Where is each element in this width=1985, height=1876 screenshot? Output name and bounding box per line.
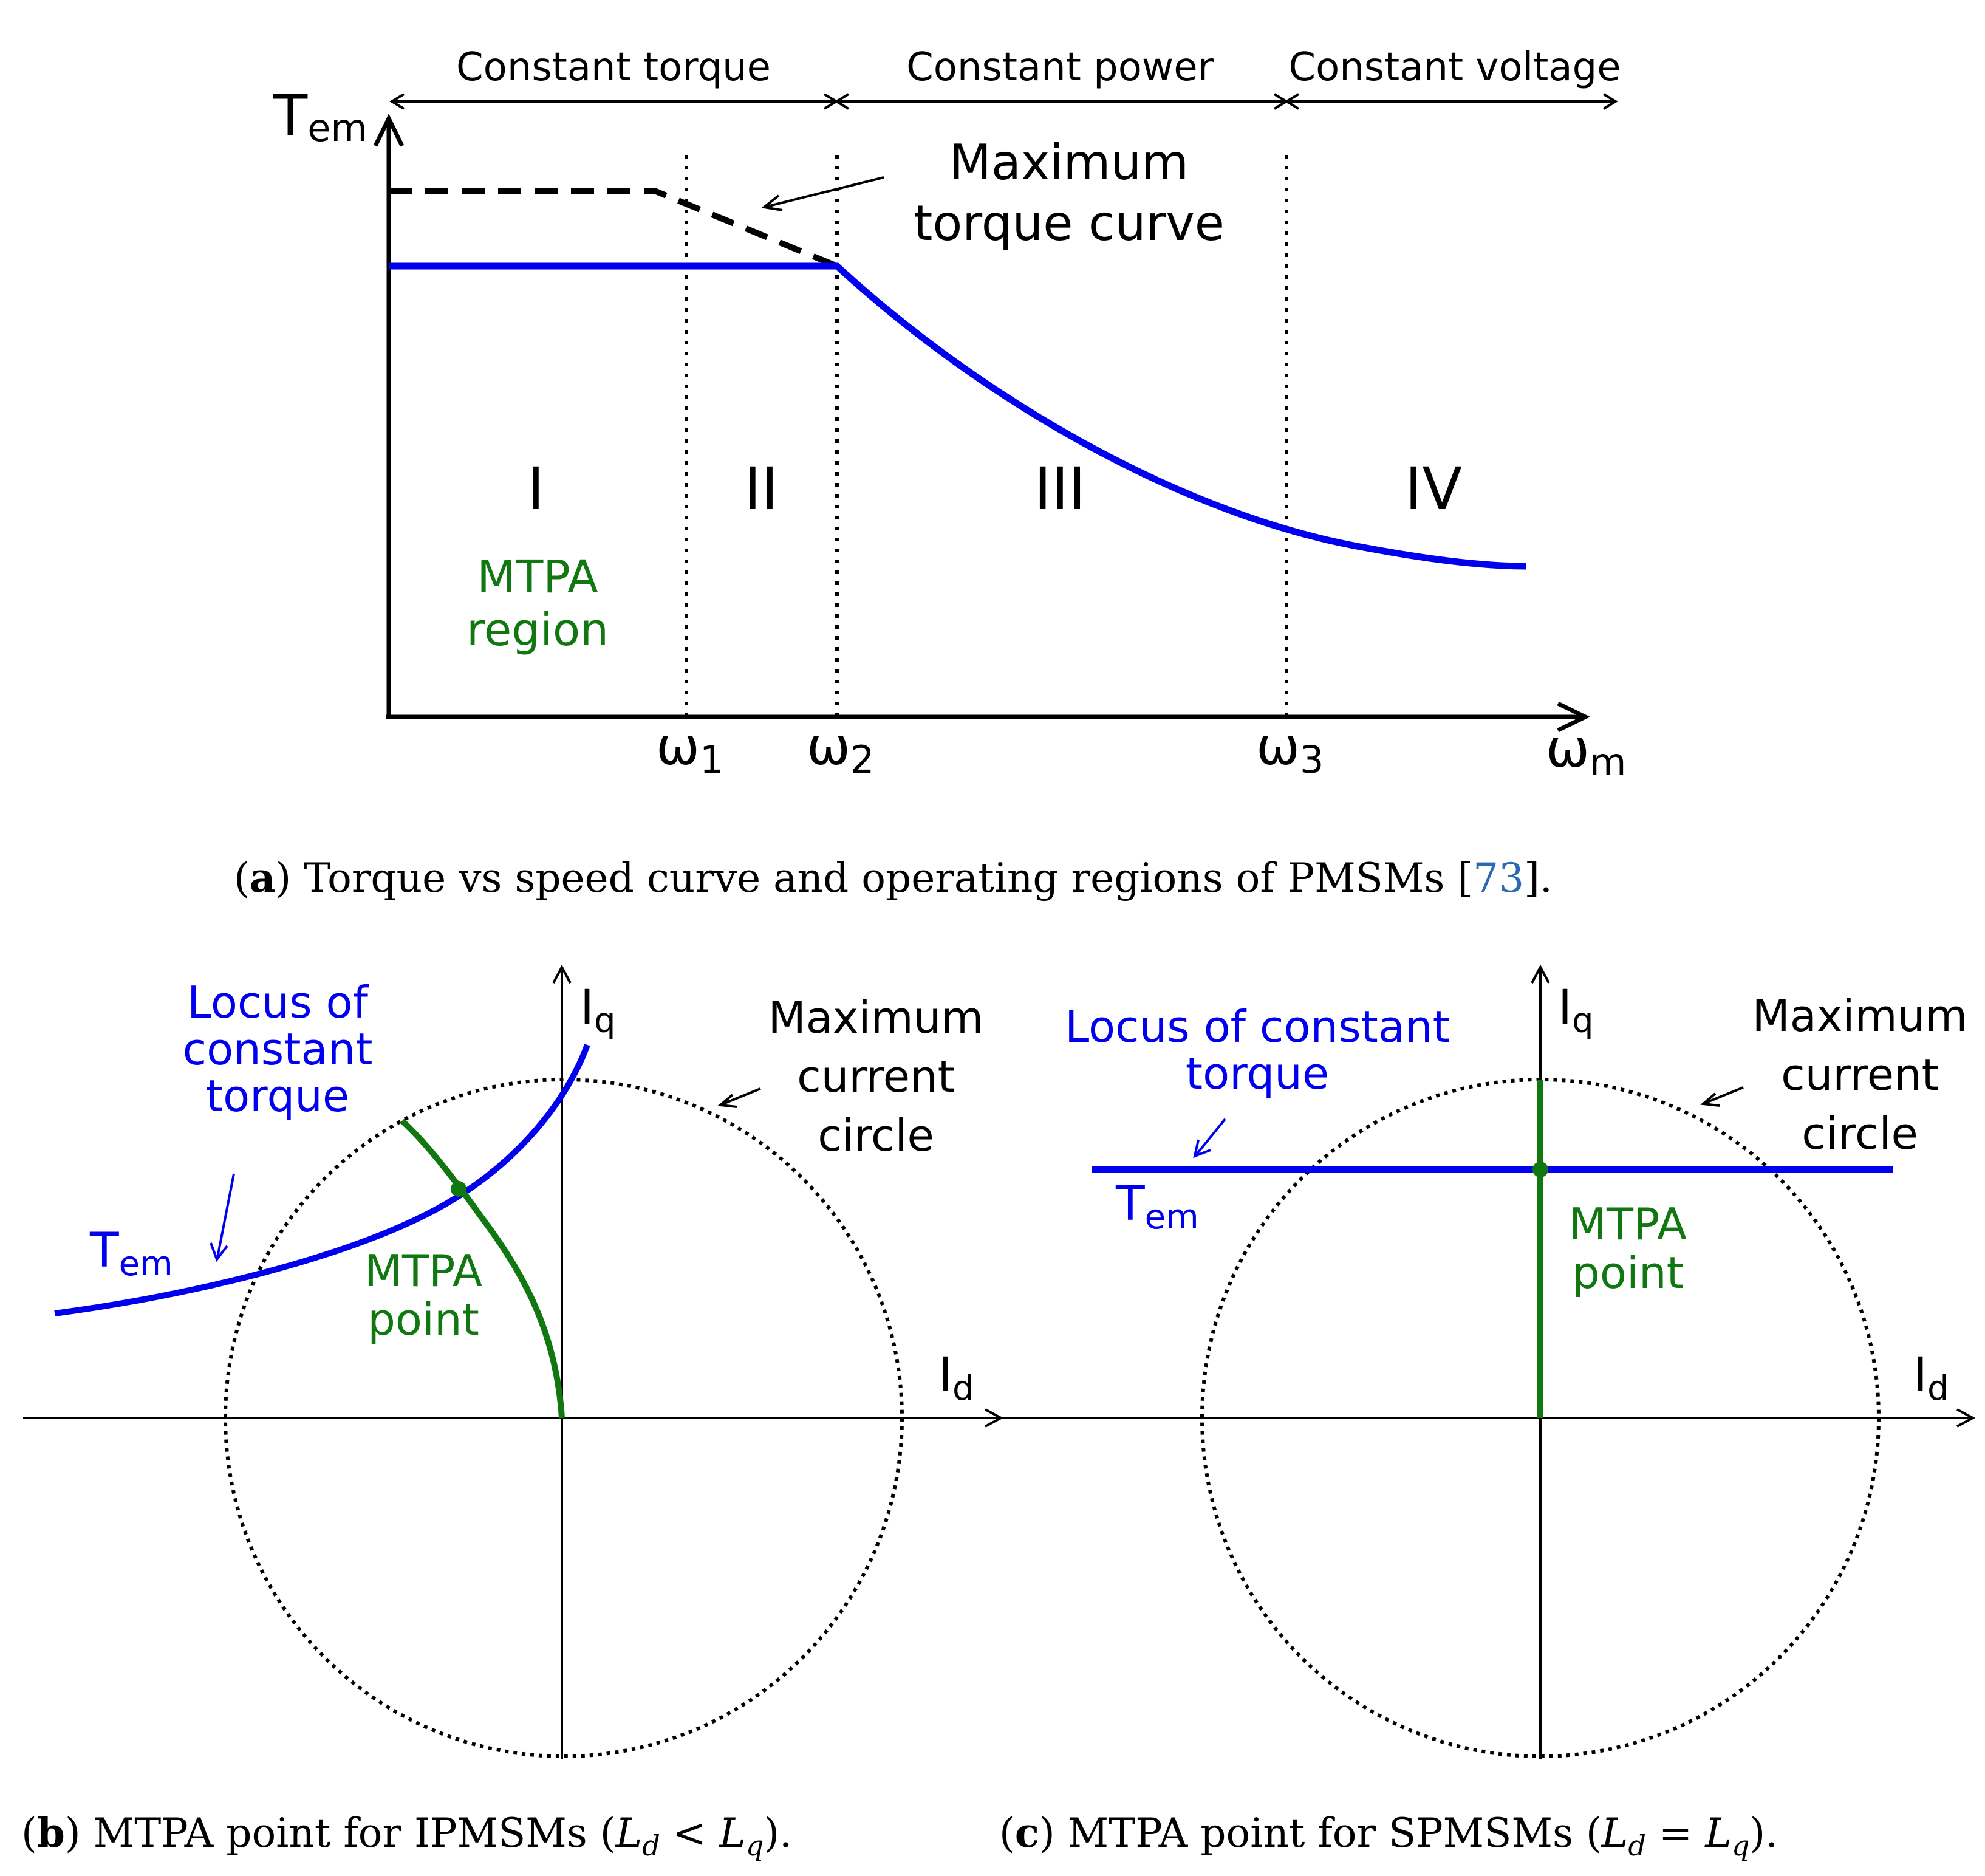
caption-b: (b) MTPA point for IPMSMs (Ld < Lq). bbox=[21, 1809, 792, 1862]
mtpa-point-label-line2: point bbox=[367, 1294, 479, 1345]
tem-label: Tem bbox=[89, 1224, 173, 1284]
mtpa-point-label-line1: MTPA bbox=[364, 1245, 482, 1296]
y-axis-label: Tem bbox=[273, 83, 367, 150]
max-torque-label-line1: Maximum bbox=[949, 134, 1189, 191]
omega3-tick-label: ω3 bbox=[1256, 716, 1324, 782]
constant-voltage-label: Constant voltage bbox=[1288, 45, 1621, 90]
maximum-torque-curve bbox=[389, 188, 838, 269]
constant-torque-locus bbox=[54, 1044, 590, 1316]
max-torque-pointer-head bbox=[761, 194, 783, 211]
panel-a-torque-speed: Constant torque Constant power Constant … bbox=[234, 45, 1626, 902]
caption-a: (a) Torque vs speed curve and operating … bbox=[234, 854, 1553, 902]
iq-label: Iq bbox=[1558, 981, 1594, 1041]
max-current-label-line1: Maximum bbox=[1752, 990, 1968, 1041]
panel-c-spmsm: Iq Id Locus of constant torque Tem Maxim… bbox=[999, 964, 1976, 1862]
locus-label-line2: torque bbox=[1186, 1048, 1329, 1099]
iq-label: Iq bbox=[580, 981, 616, 1041]
max-current-pointer-arrow bbox=[1704, 1086, 1744, 1104]
locus-label-line1: Locus of constant bbox=[1065, 1001, 1450, 1052]
max-torque-pointer-arrow bbox=[766, 176, 884, 208]
region-numeral-1: I bbox=[527, 455, 544, 523]
max-current-label-line3: circle bbox=[1802, 1108, 1918, 1159]
span-arrowheads bbox=[389, 93, 1618, 110]
panel-b-ipmsm: Iq Id Locus of constant torque Tem Maxim… bbox=[21, 964, 1004, 1862]
constant-power-label: Constant power bbox=[906, 45, 1214, 90]
max-torque-label-line2: torque curve bbox=[914, 195, 1225, 252]
x-axis-label: ωm bbox=[1546, 719, 1626, 784]
max-current-label-line2: current bbox=[797, 1051, 955, 1102]
id-axis-arrowhead bbox=[1956, 1408, 1976, 1428]
locus-pointer-head bbox=[210, 1242, 228, 1262]
mtpa-trajectory bbox=[400, 1118, 565, 1419]
mtpa-point-label-line2: point bbox=[1572, 1247, 1684, 1298]
omega2-tick-label: ω2 bbox=[807, 716, 874, 782]
id-label: Id bbox=[1913, 1348, 1949, 1408]
mtpa-point-marker bbox=[1532, 1162, 1548, 1177]
locus-pointer-arrow bbox=[216, 1173, 235, 1258]
max-current-pointer-head bbox=[1700, 1092, 1720, 1107]
id-label: Id bbox=[938, 1348, 974, 1408]
locus-label-line2: constant bbox=[183, 1024, 373, 1075]
locus-label-line3: torque bbox=[206, 1070, 349, 1121]
region-numeral-4: IV bbox=[1405, 455, 1462, 523]
caption-c: (c) MTPA point for SPMSMs (Ld = Lq). bbox=[999, 1809, 1778, 1862]
iq-axis-arrowhead bbox=[552, 964, 572, 984]
x-axis-arrowhead bbox=[1557, 701, 1590, 733]
max-current-label-line3: circle bbox=[818, 1110, 934, 1161]
constant-torque-label: Constant torque bbox=[456, 45, 771, 90]
max-current-label-line1: Maximum bbox=[768, 992, 984, 1043]
torque-speed-curve bbox=[389, 262, 1526, 570]
mtpa-point-marker bbox=[451, 1181, 466, 1197]
locus-label-line1: Locus of bbox=[187, 977, 369, 1028]
locus-pointer-arrow bbox=[1195, 1118, 1226, 1155]
y-axis-arrowhead bbox=[373, 114, 405, 147]
id-axis-arrowhead bbox=[985, 1408, 1004, 1428]
omega1-tick-label: ω1 bbox=[656, 716, 723, 782]
mtpa-point-label-line1: MTPA bbox=[1569, 1199, 1687, 1250]
region-numeral-3: III bbox=[1034, 455, 1086, 523]
max-current-label-line2: current bbox=[1781, 1049, 1939, 1100]
max-current-pointer-arrow bbox=[721, 1087, 761, 1106]
mtpa-region-label-line1: MTPA bbox=[477, 551, 598, 603]
max-current-pointer-head bbox=[717, 1094, 737, 1108]
region-numeral-2: II bbox=[744, 455, 779, 523]
locus-pointer-head bbox=[1193, 1139, 1211, 1159]
iq-axis-arrowhead bbox=[1531, 964, 1550, 984]
tem-label: Tem bbox=[1115, 1177, 1199, 1237]
mtpa-region-label-line2: region bbox=[466, 604, 609, 656]
